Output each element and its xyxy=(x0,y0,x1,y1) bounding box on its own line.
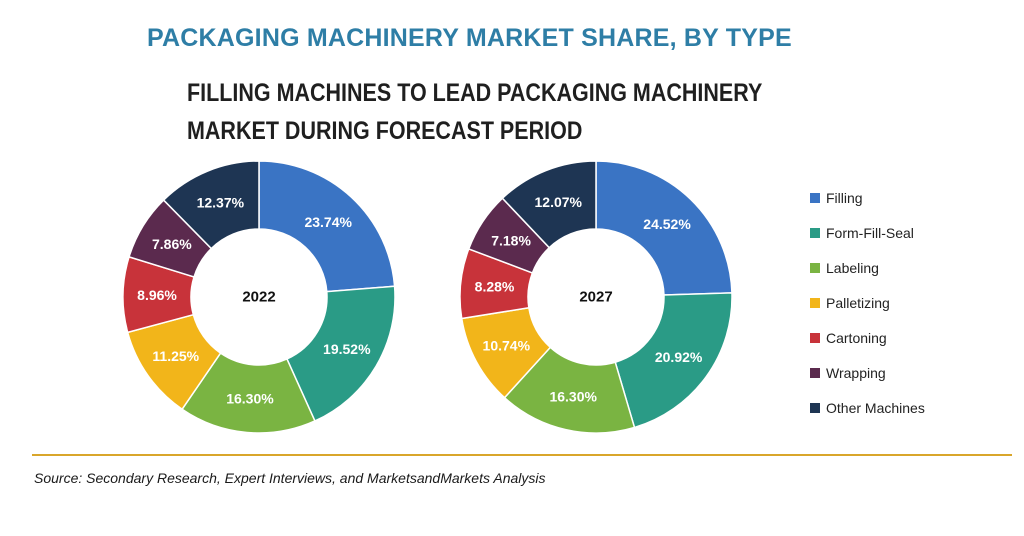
legend-swatch-form-fill-seal xyxy=(810,227,820,238)
legend-item-other-machines: Other Machines xyxy=(810,390,925,425)
slice-label-2027-filling: 24.52% xyxy=(643,216,691,232)
slice-2022-form-fill-seal xyxy=(285,285,396,422)
donut-2027: 24.52% 20.92% 16.30% 10.74% 8.28% 7.18% 12.07%… xyxy=(459,160,733,434)
donut-charts: 23.74% 19.52% 16.30% 11.25% 8.96% 7.86% 12.37%… xyxy=(122,160,733,434)
legend-item-form-fill-seal: Form-Fill-Seal xyxy=(810,215,925,250)
chart-subtitle: FILLING MACHINES TO LEAD PACKAGING MACHI… xyxy=(187,79,762,145)
slice-label-2022-filling: 23.74% xyxy=(304,214,352,230)
legend-label-wrapping: Wrapping xyxy=(826,364,886,381)
legend-item-labeling: Labeling xyxy=(810,250,925,285)
chart-title: PACKAGING MACHINERY MARKET SHARE, BY TYP… xyxy=(147,24,792,52)
legend-label-form-fill-seal: Form-Fill-Seal xyxy=(826,224,914,241)
legend-item-cartoning: Cartoning xyxy=(810,320,925,355)
legend-item-filling: Filling xyxy=(810,180,925,215)
legend-swatch-labeling xyxy=(810,262,820,273)
slice-label-2027-form-fill-seal: 20.92% xyxy=(655,349,703,365)
source-note: Source: Secondary Research, Expert Inter… xyxy=(34,470,546,486)
legend-label-palletizing: Palletizing xyxy=(826,294,890,311)
legend-swatch-cartoning xyxy=(810,332,820,343)
legend-swatch-other-machines xyxy=(810,402,820,413)
slice-label-2022-palletizing: 11.25% xyxy=(152,348,199,364)
slice-label-2022-cartoning: 8.96% xyxy=(137,287,177,303)
legend-label-filling: Filling xyxy=(826,189,863,206)
legend-swatch-filling xyxy=(810,192,820,203)
slice-label-2022-other-machines: 12.37% xyxy=(197,195,245,211)
donut-center-label-2027: 2027 xyxy=(579,289,612,306)
donut-center-label-2022: 2022 xyxy=(242,289,275,306)
slice-label-2027-wrapping: 7.18% xyxy=(491,233,531,249)
legend-swatch-palletizing xyxy=(810,297,820,308)
legend-item-wrapping: Wrapping xyxy=(810,355,925,390)
slice-label-2022-wrapping: 7.86% xyxy=(152,236,192,252)
slice-label-2022-form-fill-seal: 19.52% xyxy=(323,341,371,357)
slice-2022-other-machines xyxy=(162,160,260,250)
slice-label-2022-labeling: 16.30% xyxy=(226,391,274,407)
slice-2027-other-machines xyxy=(501,160,597,249)
slice-2022-filling xyxy=(258,160,396,293)
slice-label-2027-labeling: 16.30% xyxy=(549,388,597,404)
slice-label-2027-palletizing: 10.74% xyxy=(483,338,531,354)
legend-item-palletizing: Palletizing xyxy=(810,285,925,320)
donut-2022: 23.74% 19.52% 16.30% 11.25% 8.96% 7.86% 12.37%… xyxy=(122,160,396,434)
divider xyxy=(32,454,1012,456)
legend-label-labeling: Labeling xyxy=(826,259,879,276)
slice-label-2027-cartoning: 8.28% xyxy=(475,279,515,295)
legend-swatch-wrapping xyxy=(810,367,820,378)
slice-label-2027-other-machines: 12.07% xyxy=(535,194,583,210)
slice-2027-form-fill-seal xyxy=(614,292,733,429)
legend-label-cartoning: Cartoning xyxy=(826,329,887,346)
legend-label-other-machines: Other Machines xyxy=(826,399,925,416)
legend: Filling Form-Fill-Seal Labeling Palletiz… xyxy=(810,180,925,425)
slice-2027-filling xyxy=(595,160,733,296)
